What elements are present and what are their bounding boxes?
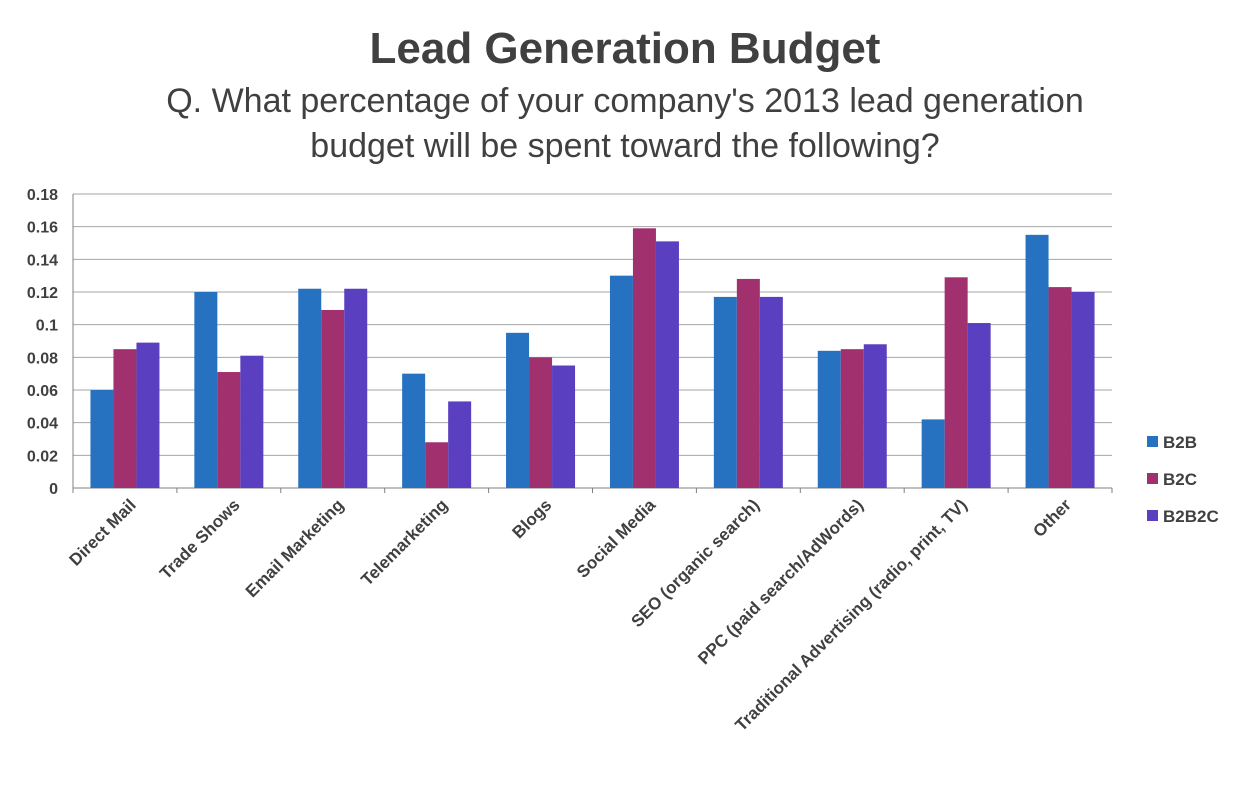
bar-b2c-7 — [736, 278, 760, 488]
bar-b2b2c-1 — [136, 342, 160, 488]
bar-b2b2c-5 — [552, 365, 576, 488]
legend-label-b2b: B2B — [1163, 433, 1197, 452]
x-category-label: Social Media — [573, 495, 660, 582]
legend: B2B B2C B2B2C — [1147, 433, 1219, 526]
chart-subtitle-line-2: budget will be spent toward the followin… — [310, 127, 939, 165]
x-category-label: Other — [1029, 495, 1075, 541]
bar-b2b2c-8 — [863, 344, 887, 488]
x-category-label: Traditional Advertising (radio, print, T… — [732, 495, 971, 734]
y-tick-label: 0.14 — [27, 252, 58, 269]
y-tick-label: 0.08 — [27, 350, 58, 367]
bar-b2b-10 — [1025, 234, 1049, 488]
chart-title: Lead Generation Budget — [370, 24, 881, 73]
x-category-label: Email Marketing — [242, 495, 348, 601]
bar-b2c-3 — [321, 309, 345, 488]
bar-b2b-3 — [298, 288, 322, 488]
bar-b2c-1 — [113, 349, 137, 488]
y-tick-label: 0.06 — [27, 383, 58, 400]
y-tick-label: 0.16 — [27, 220, 58, 237]
legend-swatch-b2c — [1147, 473, 1158, 484]
x-category-label: Telemarketing — [357, 495, 451, 589]
y-tick-label: 0.1 — [36, 318, 58, 335]
bar-b2b-6 — [609, 275, 633, 488]
bar-b2b-7 — [713, 296, 737, 488]
bar-b2c-6 — [632, 228, 656, 489]
x-category-label: Trade Shows — [156, 495, 244, 583]
legend-swatch-b2b — [1147, 436, 1158, 447]
bar-b2c-4 — [425, 442, 449, 488]
bar-b2b2c-7 — [759, 296, 783, 488]
bar-b2c-5 — [529, 357, 553, 488]
x-category-label: Direct Mail — [66, 495, 140, 569]
bar-b2c-2 — [217, 372, 241, 488]
bar-b2b-5 — [506, 332, 530, 488]
bar-b2b2c-2 — [240, 355, 264, 488]
plot-area: 0 0.02 0.04 0.06 0.08 0.1 0.12 0.14 0.16 0.18 Dire… — [27, 187, 1113, 735]
bar-b2b-9 — [921, 419, 945, 488]
legend-swatch-b2b2c — [1147, 510, 1158, 521]
bar-b2c-9 — [944, 277, 968, 488]
bar-b2b2c-3 — [344, 288, 368, 488]
x-category-label: Blogs — [509, 495, 556, 542]
y-tick-label: 0.18 — [27, 187, 58, 204]
bar-b2b-8 — [817, 350, 841, 488]
y-tick-label: 0.02 — [27, 448, 58, 465]
bar-b2b-1 — [90, 390, 114, 488]
bar-b2b2c-6 — [655, 241, 679, 488]
y-tick-label: 0.04 — [27, 416, 58, 433]
legend-label-b2c: B2C — [1163, 470, 1197, 489]
bar-b2b2c-10 — [1071, 292, 1095, 488]
bar-b2c-10 — [1048, 287, 1072, 488]
chart-subtitle-line-1: Q. What percentage of your company's 201… — [166, 82, 1084, 120]
bar-b2b-2 — [194, 292, 218, 488]
y-tick-label: 0 — [49, 481, 58, 498]
bar-b2c-8 — [840, 349, 864, 488]
bar-b2b2c-9 — [967, 323, 991, 488]
bar-b2b2c-4 — [448, 401, 472, 488]
bar-b2b-4 — [402, 373, 426, 488]
legend-label-b2b2c: B2B2C — [1163, 507, 1219, 526]
y-tick-label: 0.12 — [27, 285, 58, 302]
x-category-label: PPC (paid search/AdWords) — [694, 495, 867, 668]
